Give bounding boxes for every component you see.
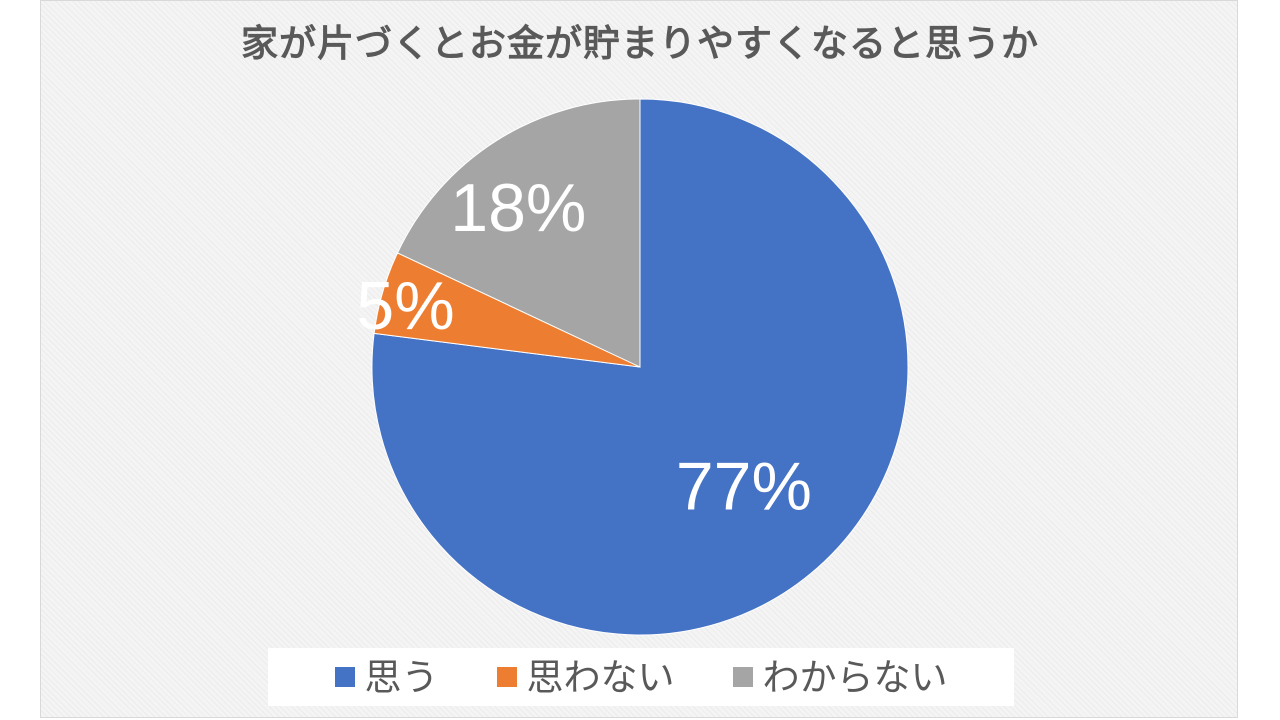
chart-title: 家が片づくとお金が貯まりやすくなると思うか xyxy=(241,22,1039,65)
legend: 思う 思わない わからない xyxy=(268,648,1014,706)
legend-swatch xyxy=(334,667,355,687)
legend-item: わからない xyxy=(732,655,948,699)
slice-unknown xyxy=(396,98,641,368)
legend-item: 思わない xyxy=(496,655,675,699)
legend-item: 思う xyxy=(334,655,439,699)
legend-swatch xyxy=(732,667,753,687)
legend-label: わからない xyxy=(762,655,948,699)
data-label: 77% xyxy=(676,449,812,525)
legend-swatch xyxy=(496,667,517,687)
legend-label: 思わない xyxy=(526,655,675,699)
legend-label: 思う xyxy=(364,655,439,699)
data-label: 18% xyxy=(450,170,586,246)
data-label: 5% xyxy=(356,268,454,344)
